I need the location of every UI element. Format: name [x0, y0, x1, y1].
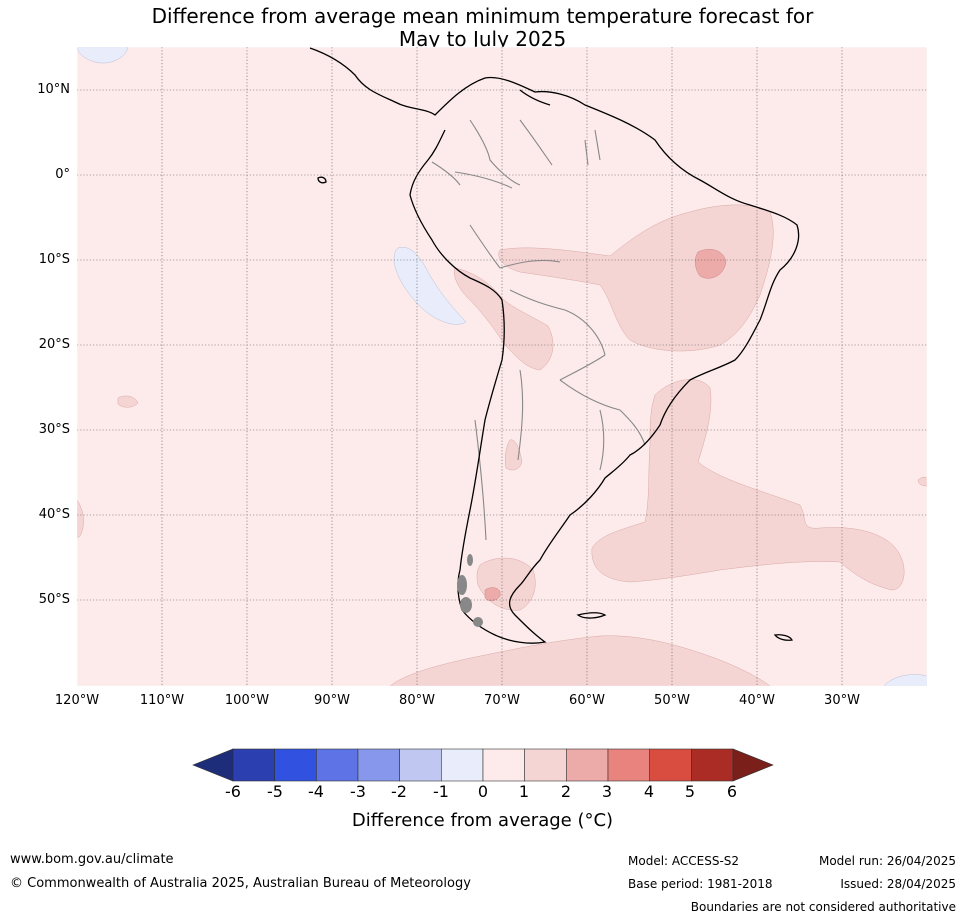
lon-label-110w: 110°W [139, 693, 185, 708]
colorbar-swatch-6 [482, 748, 525, 782]
country-boundaries [431, 119, 646, 541]
colorbar-tick-minus4: -4 [308, 782, 324, 801]
colorbar [192, 748, 774, 782]
warm-anomaly-pacific-west-edge [77, 499, 84, 539]
lat-label-10s: 10°S [38, 252, 70, 267]
colorbar-swatch-2 [316, 748, 359, 782]
lat-label-10n: 10°N [37, 82, 70, 97]
colorbar-swatch-4 [399, 748, 442, 782]
warm-anomaly-southern-ocean [389, 635, 771, 686]
colorbar-swatch-11 [691, 748, 734, 782]
map-frame [76, 46, 928, 687]
colorbar-title: Difference from average (°C) [351, 810, 614, 831]
colorbar-swatch-7 [524, 748, 567, 782]
lon-label-60w: 60°W [569, 693, 605, 708]
colorbar-tick-0: 0 [477, 782, 489, 801]
cool-anomaly-pacific-north [77, 47, 129, 64]
footer-base-period: Base period: 1981-2018 [628, 877, 773, 891]
colorbar-over-arrow [732, 748, 774, 782]
colorbar-swatch-3 [357, 748, 400, 782]
warm-anomaly-south-atlantic [591, 379, 905, 591]
colorbar-swatch-8 [566, 748, 609, 782]
colorbar-tick-minus6: -6 [225, 782, 241, 801]
footer-website[interactable]: www.bom.gov.au/climate [10, 852, 174, 867]
lon-label-100w: 100°W [224, 693, 270, 708]
footer-issued: Issued: 28/04/2025 [840, 877, 956, 891]
colorbar-swatch-10 [649, 748, 692, 782]
cool-anomaly-southeast-corner [883, 674, 927, 686]
footer-boundaries-note: Boundaries are not considered authoritat… [690, 900, 956, 914]
lat-label-20s: 20°S [38, 337, 70, 352]
lat-label-40s: 40°S [38, 507, 70, 522]
warm-anomaly-pacific-small [117, 395, 139, 408]
warm-anomaly-argentina-small [504, 439, 523, 471]
colorbar-swatch-5 [441, 748, 484, 782]
warmer-anomaly-brazil [695, 249, 727, 279]
lon-label-70w: 70°W [484, 693, 520, 708]
coastline [309, 47, 800, 644]
footer-copyright: © Commonwealth of Australia 2025, Austra… [10, 876, 471, 891]
lon-label-80w: 80°W [399, 693, 435, 708]
warm-anomaly-east-edge [917, 476, 927, 487]
graticule [77, 47, 927, 686]
colorbar-tick-4: 4 [643, 782, 655, 801]
lat-label-30s: 30°S [38, 422, 70, 437]
colorbar-tick-minus1: -1 [433, 782, 449, 801]
colorbar-tick-minus5: -5 [267, 782, 283, 801]
lat-label-0: 0° [55, 167, 70, 182]
colorbar-tick-5: 5 [684, 782, 696, 801]
colorbar-swatch-0 [232, 748, 275, 782]
colorbar-tick-6: 6 [726, 782, 738, 801]
warm-anomaly-brazil [498, 204, 774, 352]
colorbar-swatch-1 [274, 748, 317, 782]
lon-label-40w: 40°W [739, 693, 775, 708]
chile-archipelago [457, 554, 483, 627]
colorbar-swatch-9 [607, 748, 650, 782]
lon-label-50w: 50°W [654, 693, 690, 708]
footer-model-run: Model run: 26/04/2025 [818, 854, 956, 868]
footer-model: Model: ACCESS-S2 [628, 854, 740, 868]
lon-label-30w: 30°W [824, 693, 860, 708]
map-title-line-1: Difference from average mean minimum tem… [151, 4, 814, 28]
colorbar-tick-minus3: -3 [350, 782, 366, 801]
lon-label-90w: 90°W [314, 693, 350, 708]
colorbar-tick-2: 2 [560, 782, 572, 801]
colorbar-tick-1: 1 [518, 782, 530, 801]
colorbar-under-arrow [192, 748, 234, 782]
lat-label-50s: 50°S [38, 592, 70, 607]
lon-label-120w: 120°W [54, 693, 100, 708]
colorbar-tick-minus2: -2 [391, 782, 407, 801]
colorbar-tick-3: 3 [601, 782, 613, 801]
